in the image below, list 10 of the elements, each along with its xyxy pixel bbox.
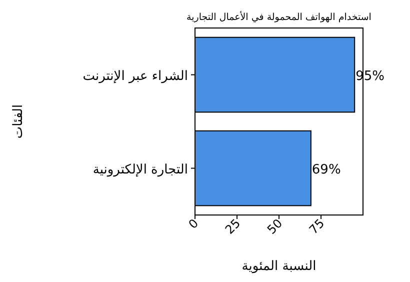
y-axis-title: الفئات xyxy=(11,104,26,139)
x-tick-label: 50 xyxy=(264,216,286,237)
data-label: 69% xyxy=(312,162,341,178)
x-axis-title: النسبة المئوية xyxy=(242,259,316,274)
x-tick-label: 0 xyxy=(186,216,202,232)
y-tick-label: الشراء عبر الإنترنت xyxy=(82,68,188,84)
x-tick-label: 25 xyxy=(222,216,244,237)
chart-title: استخدام الهواتف المحمولة في الأعمال التجارية xyxy=(186,10,372,23)
y-tick-label: التجارة الإلكترونية xyxy=(92,162,188,178)
x-tick-label: 75 xyxy=(306,216,328,237)
